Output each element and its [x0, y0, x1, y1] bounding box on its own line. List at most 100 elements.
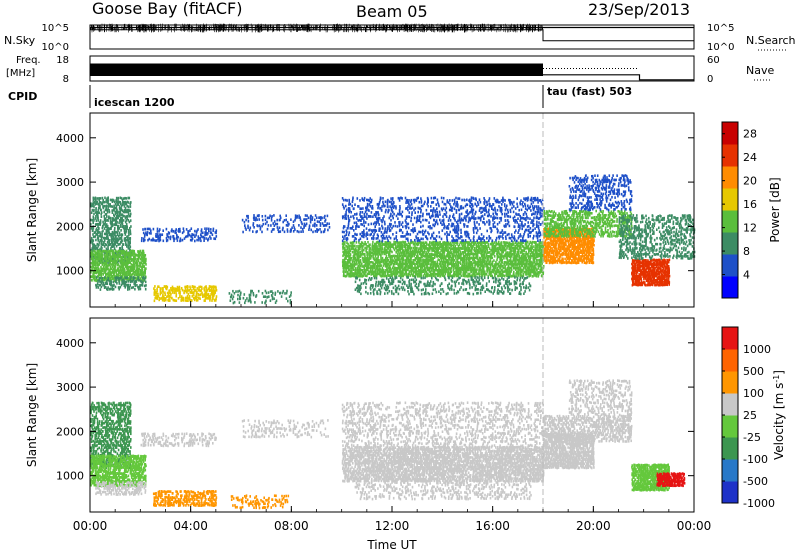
range-gate-cell	[529, 259, 531, 262]
range-gate-cell	[97, 206, 100, 210]
range-gate-cell	[349, 271, 352, 274]
range-gate-cell	[306, 214, 308, 217]
range-gate-cell	[273, 220, 276, 223]
range-gate-cell	[404, 243, 407, 246]
range-gate-cell	[96, 197, 99, 200]
range-gate-cell	[523, 259, 525, 262]
range-gate-cell	[452, 262, 454, 266]
range-gate-cell	[342, 198, 345, 202]
range-gate-cell	[281, 291, 284, 295]
range-gate-cell	[117, 257, 119, 261]
range-gate-cell	[498, 243, 501, 246]
range-gate-cell	[515, 275, 518, 278]
range-gate-cell	[250, 289, 252, 293]
range-gate-cell	[138, 278, 141, 282]
range-gate-cell	[261, 215, 264, 218]
range-gate-cell	[434, 268, 437, 272]
range-gate-cell	[92, 233, 94, 236]
range-gate-cell	[443, 254, 446, 258]
range-gate-cell	[90, 236, 93, 240]
range-gate-cell	[239, 295, 241, 298]
range-gate-cell	[374, 250, 377, 254]
range-gate-cell	[381, 220, 383, 224]
range-gate-cell	[386, 231, 388, 234]
range-gate-cell	[97, 259, 99, 263]
range-gate-cell	[104, 225, 107, 228]
range-gate-cell	[430, 275, 433, 278]
nsearch-trace	[90, 29, 694, 42]
range-gate-cell	[175, 231, 177, 235]
range-gate-cell	[529, 256, 532, 260]
range-gate-cell	[397, 253, 399, 256]
range-gate-cell	[232, 301, 235, 305]
range-gate-cell	[133, 276, 136, 280]
range-gate-cell	[301, 222, 303, 226]
range-gate-cell	[259, 228, 262, 231]
range-gate-cell	[398, 252, 401, 256]
range-gate-cell	[273, 214, 275, 217]
range-gate-cell	[377, 263, 379, 266]
range-gate-cell	[103, 249, 105, 253]
range-gate-cell	[342, 235, 344, 239]
range-gate-cell	[403, 250, 405, 254]
range-gate-cell	[110, 280, 113, 284]
range-gate-cell	[411, 261, 414, 264]
range-gate-cell	[442, 270, 444, 273]
range-gate-cell	[511, 246, 513, 250]
range-gate-cell	[429, 245, 432, 248]
range-gate-cell	[410, 250, 413, 254]
range-gate-cell	[400, 266, 403, 269]
range-gate-cell	[361, 211, 364, 214]
range-gate-cell	[171, 296, 173, 300]
range-gate-cell	[457, 249, 460, 252]
range-gate-cell	[135, 257, 137, 261]
range-gate-cell	[106, 261, 108, 264]
range-gate-cell	[127, 231, 130, 234]
range-gate-cell	[536, 248, 538, 252]
range-gate-cell	[179, 295, 181, 298]
range-gate-cell	[404, 250, 406, 254]
range-gate-cell	[414, 268, 417, 272]
range-gate-cell	[490, 272, 492, 276]
range-gate-cell	[425, 242, 428, 246]
range-gate-cell	[101, 254, 104, 257]
range-gate-cell	[120, 274, 122, 278]
range-gate-cell	[487, 267, 490, 270]
range-gate-cell	[507, 244, 510, 248]
range-gate-cell	[524, 262, 526, 266]
range-gate-cell	[138, 267, 141, 271]
range-gate-cell	[350, 273, 352, 276]
range-gate-cell	[104, 242, 106, 246]
range-gate-cell	[384, 241, 386, 244]
range-gate-cell	[401, 257, 403, 260]
range-gate-cell	[483, 241, 485, 244]
range-gate-cell	[176, 235, 178, 238]
range-gate-cell	[366, 260, 369, 264]
range-gate-cell	[90, 211, 93, 214]
range-gate-cell	[90, 223, 92, 226]
range-gate-cell	[515, 272, 517, 275]
range-gate-cell	[391, 256, 393, 260]
range-gate-cell	[484, 249, 487, 253]
range-gate-cell	[432, 260, 435, 264]
range-gate-cell	[94, 235, 97, 238]
range-gate-cell	[395, 274, 398, 277]
range-gate-cell	[375, 247, 377, 250]
range-gate-cell	[298, 224, 300, 227]
range-gate-cell	[196, 298, 199, 302]
range-gate-cell	[353, 244, 355, 248]
range-gate-cell	[390, 245, 392, 248]
range-gate-cell	[416, 262, 419, 266]
range-gate-cell	[388, 200, 391, 204]
range-gate-cell	[121, 250, 124, 253]
range-gate-cell	[506, 269, 508, 272]
range-gate-cell	[488, 262, 490, 266]
range-gate-cell	[118, 253, 120, 257]
range-gate-cell	[124, 241, 127, 245]
range-gate-cell	[474, 253, 476, 256]
range-gate-cell	[380, 240, 383, 244]
range-gate-cell	[98, 252, 101, 255]
range-gate-cell	[452, 269, 455, 272]
range-gate-cell	[145, 259, 147, 262]
range-gate-cell	[106, 256, 108, 259]
